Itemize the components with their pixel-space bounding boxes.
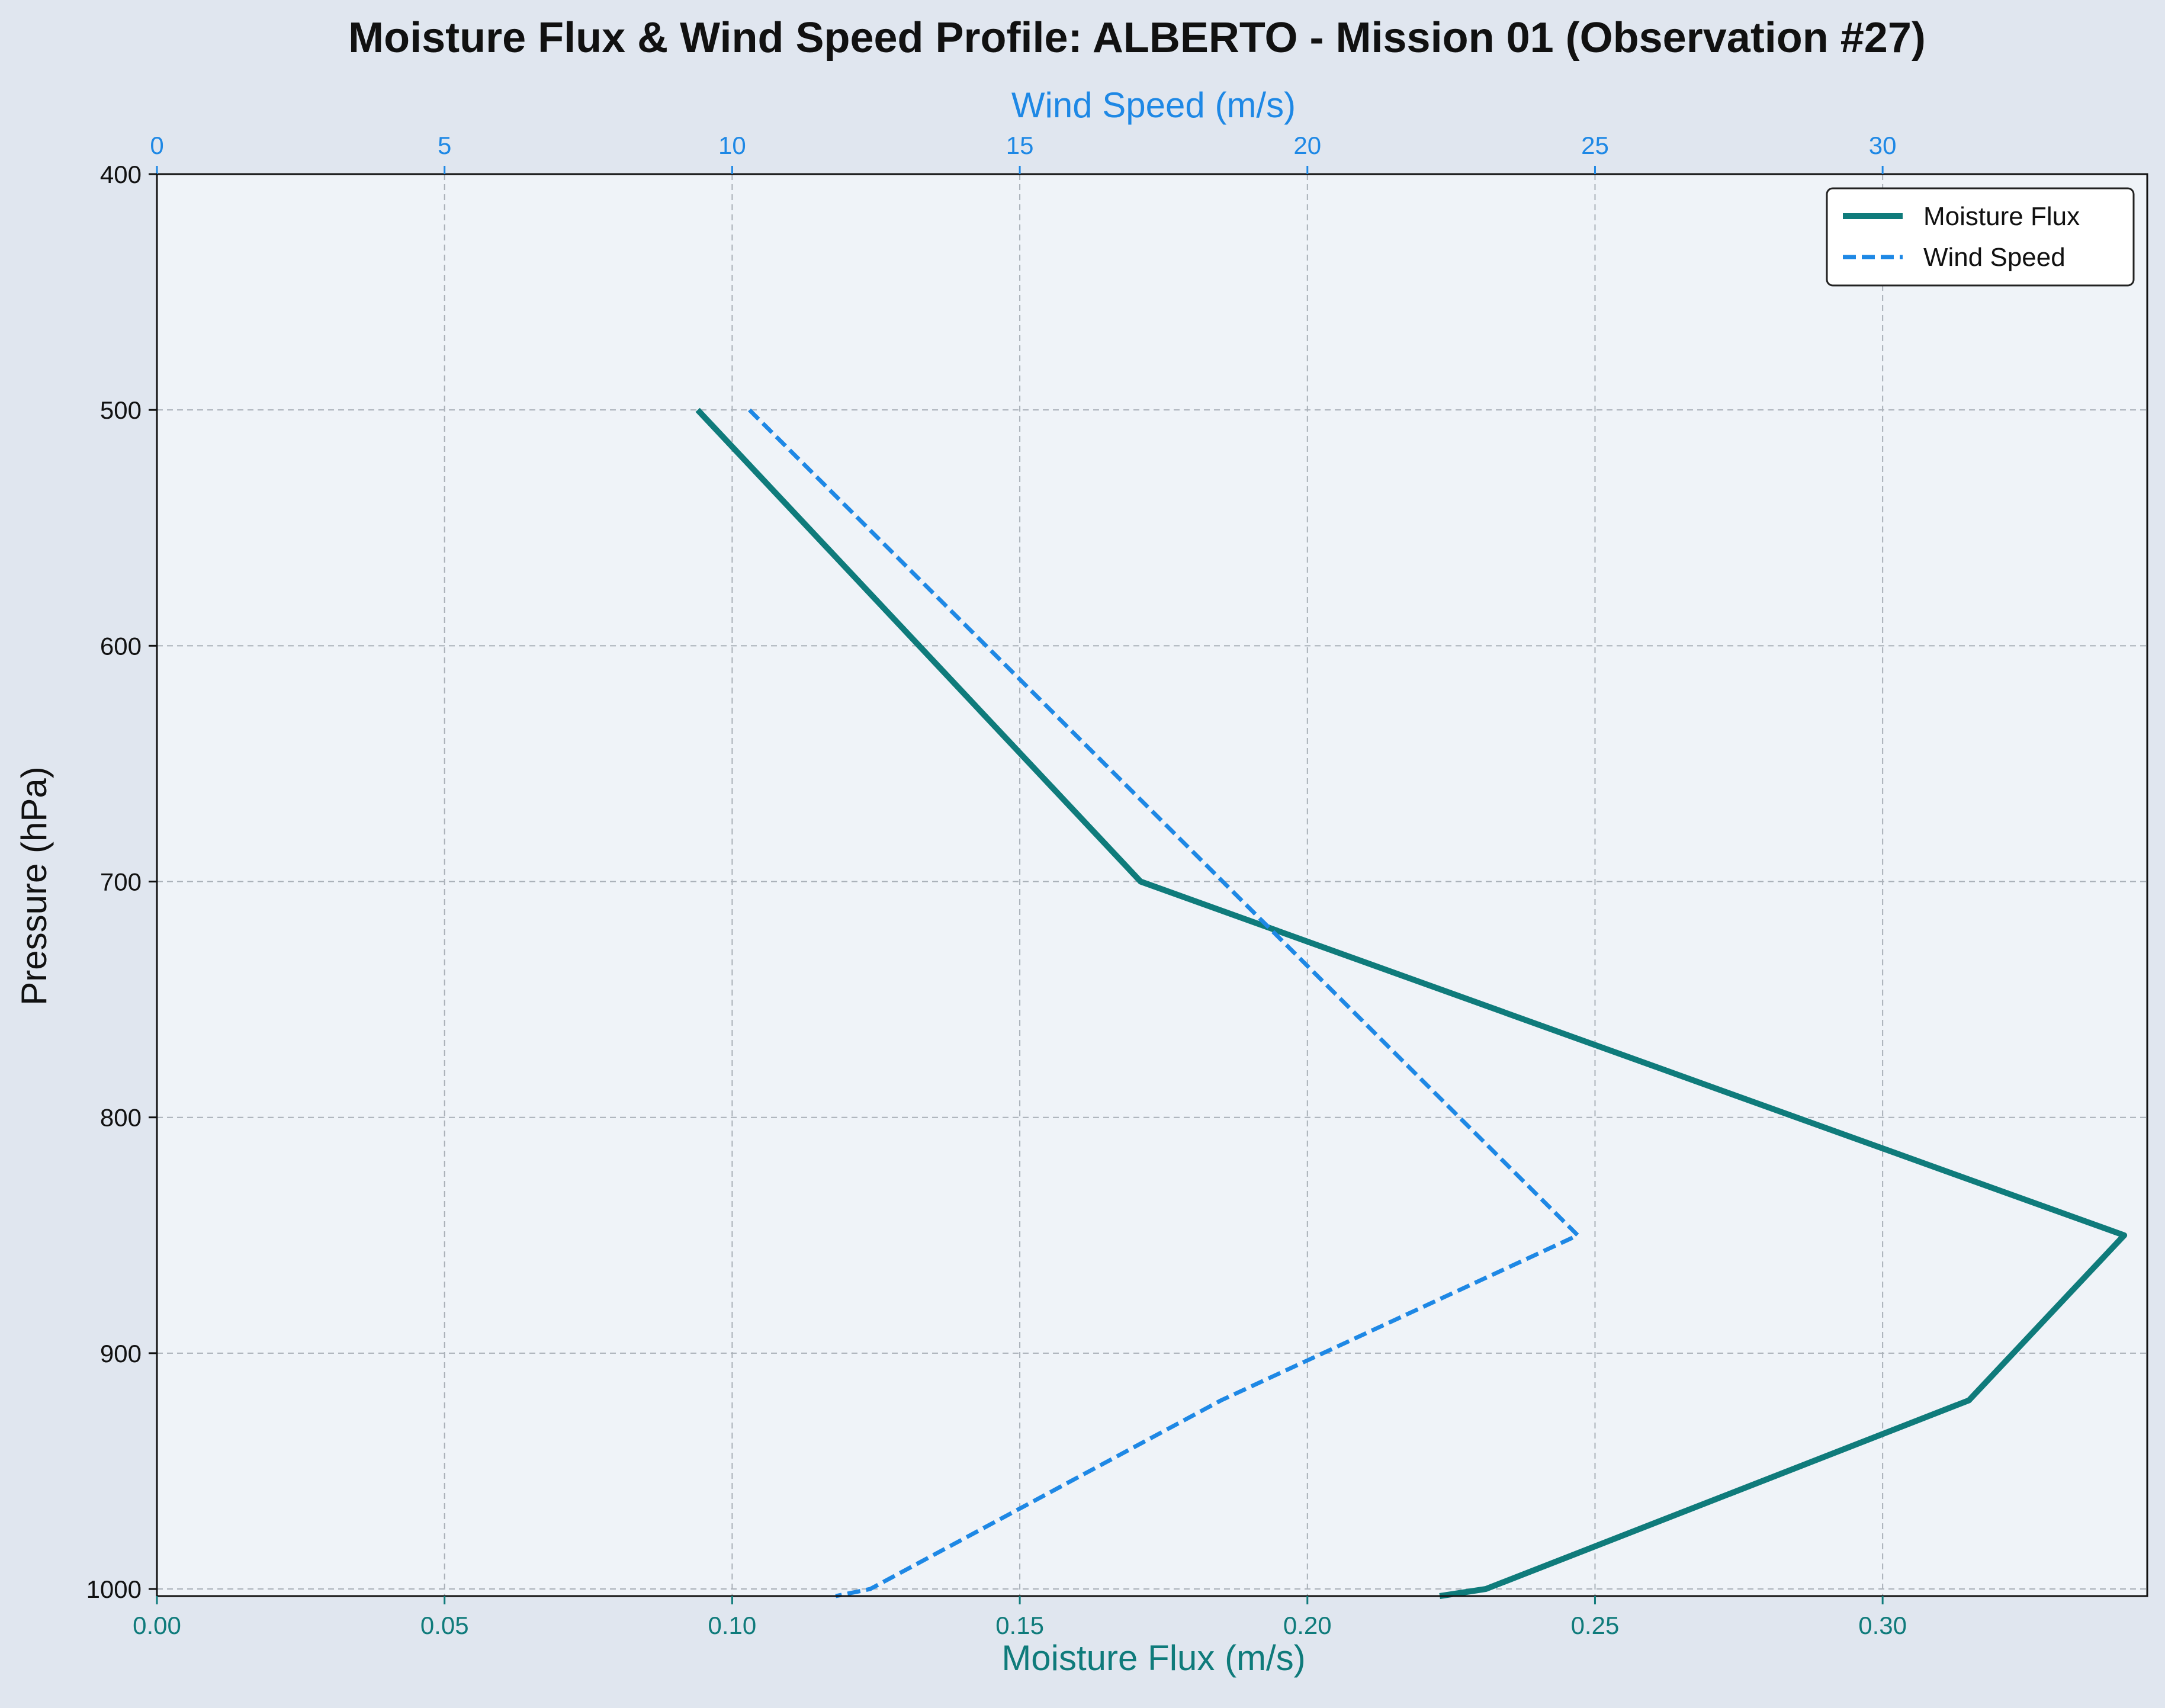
- x2-tick-label: 25: [1581, 131, 1609, 159]
- series-line-moisture-flux: [695, 407, 2128, 1599]
- x2-tick-label: 10: [718, 131, 746, 159]
- y-tick-label: 900: [100, 1340, 142, 1367]
- y-tick-label: 800: [100, 1104, 142, 1132]
- y-tick-label: 600: [100, 632, 142, 660]
- x2-tick-label: 15: [1006, 131, 1034, 159]
- x-tick-label: 0.10: [708, 1611, 757, 1639]
- legend: Moisture Flux Wind Speed: [1826, 187, 2135, 287]
- x-tick-label: 0.25: [1571, 1611, 1620, 1639]
- series-line-wind-speed: [748, 408, 1580, 1598]
- bottom-axis-label: Moisture Flux (m/s): [1001, 1638, 1305, 1678]
- y-tick-label: 500: [100, 396, 142, 424]
- chart-title: Moisture Flux & Wind Speed Profile: ALBE…: [348, 14, 1926, 62]
- x-tick-label: 0.20: [1283, 1611, 1332, 1639]
- plot-area-frame: [156, 173, 2148, 1597]
- y-axis-label: Pressure (hPa): [14, 766, 54, 1005]
- y-tick-label: 700: [100, 868, 142, 896]
- x2-tick-label: 20: [1293, 131, 1321, 159]
- x-tick-label: 0.15: [995, 1611, 1044, 1639]
- x2-tick-label: 0: [150, 131, 163, 159]
- legend-box: [1826, 187, 2135, 287]
- legend-label-moisture-flux: Moisture Flux: [1923, 202, 2080, 231]
- y-tick-label: 400: [100, 160, 142, 188]
- tick-layer: 0.00 0.05 0.10 0.15 0.20 0.25 0.30 0 5 10 15 20 25 30…: [86, 131, 1907, 1639]
- y-tick-label: 1000: [86, 1575, 142, 1603]
- top-axis-label: Wind Speed (m/s): [1011, 85, 1296, 125]
- series-layer: [695, 407, 2128, 1599]
- x2-tick-label: 5: [438, 131, 451, 159]
- x-tick-label: 0.30: [1858, 1611, 1907, 1639]
- x-tick-label: 0.00: [133, 1611, 181, 1639]
- x2-tick-label: 30: [1869, 131, 1897, 159]
- legend-label-wind-speed: Wind Speed: [1923, 243, 2066, 272]
- x-tick-label: 0.05: [420, 1611, 469, 1639]
